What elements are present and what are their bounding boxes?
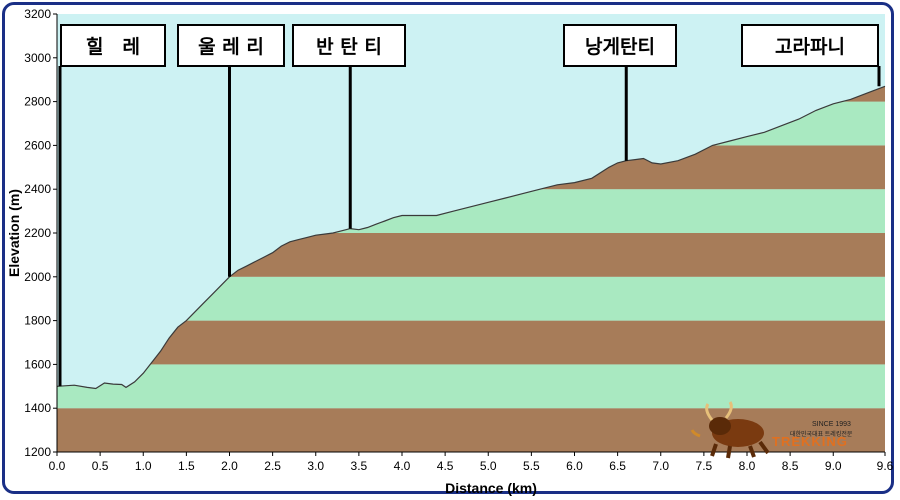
elevation-band (57, 364, 885, 409)
y-tick-label: 1200 (24, 445, 51, 459)
x-tick-label: 4.5 (437, 459, 454, 473)
x-tick-label: 9.6 (877, 459, 894, 473)
x-tick-label: 4.0 (394, 459, 411, 473)
elevation-band (57, 320, 885, 365)
y-tick-label: 2000 (24, 270, 51, 284)
y-tick-label: 2200 (24, 226, 51, 240)
waypoint-label: 울 레 리 (198, 36, 264, 58)
x-tick-label: 9.0 (825, 459, 842, 473)
x-tick-label: 2.0 (221, 459, 238, 473)
x-tick-label: 6.5 (609, 459, 626, 473)
x-tick-label: 8.5 (782, 459, 799, 473)
x-tick-label: 5.0 (480, 459, 497, 473)
trekking-logo: SINCE 1993 대한민국대표 트레킹전문 TREKKING (690, 401, 853, 459)
y-tick-label: 2600 (24, 138, 51, 152)
waypoint-annotation: 울 레 리 (177, 24, 285, 277)
axes: 1200 1400 1600 1800 2000 2200 2400 2600 2800 3000… (24, 7, 893, 473)
x-tick-label: 7.5 (696, 459, 713, 473)
y-tick-label: 1600 (24, 357, 51, 371)
waypoint-label-box (177, 24, 285, 67)
x-tick-label: 1.0 (135, 459, 152, 473)
y-tick-label: 1400 (24, 401, 51, 415)
waypoint-annotation: 반 탄 티 (292, 24, 406, 229)
logo-brand: TREKKING (772, 434, 848, 449)
waypoint-label-box (741, 24, 879, 67)
y-axis-title: Elevation (m) (6, 189, 22, 277)
x-tick-label: 0.0 (49, 459, 66, 473)
x-tick-label: 6.0 (566, 459, 583, 473)
x-tick-label: 8.0 (739, 459, 756, 473)
waypoint-label-box (563, 24, 677, 67)
x-tick-label: 7.0 (652, 459, 669, 473)
y-tick-label: 1800 (24, 314, 51, 328)
x-tick-label: 3.5 (351, 459, 368, 473)
waypoint-annotations: 힐 레 울 레 리 반 탄 티 낭게탄티 고라파니 (58, 24, 881, 387)
x-axis-title: Distance (km) (445, 480, 537, 496)
waypoint-label: 반 탄 티 (316, 36, 382, 58)
elevation-profile-line (56, 85, 886, 390)
y-tick-label: 3200 (24, 7, 51, 21)
waypoint-label: 힐 레 (86, 35, 140, 58)
waypoint-annotation: 낭게탄티 (563, 24, 677, 161)
y-tick-label: 2400 (24, 182, 51, 196)
y-tick-label: 3000 (24, 51, 51, 65)
x-tick-label: 0.5 (92, 459, 109, 473)
waypoint-label: 낭게탄티 (585, 36, 655, 58)
logo-org: 대한민국대표 트레킹전문 (790, 430, 853, 438)
sky-area (57, 14, 885, 389)
waypoint-label-box (292, 24, 406, 67)
waypoint-annotation: 고라파니 (741, 24, 881, 87)
bull-icon (690, 401, 770, 459)
x-tick-label: 1.5 (178, 459, 195, 473)
x-tick-label: 2.5 (264, 459, 281, 473)
logo-since: SINCE 1993 (812, 421, 851, 428)
waypoint-annotation: 힐 레 (58, 24, 166, 387)
x-tick-label: 5.5 (523, 459, 540, 473)
y-tick-label: 2800 (24, 95, 51, 109)
waypoint-label: 고라파니 (775, 36, 845, 58)
x-tick-label: 3.0 (307, 459, 324, 473)
waypoint-label-box (60, 24, 166, 67)
